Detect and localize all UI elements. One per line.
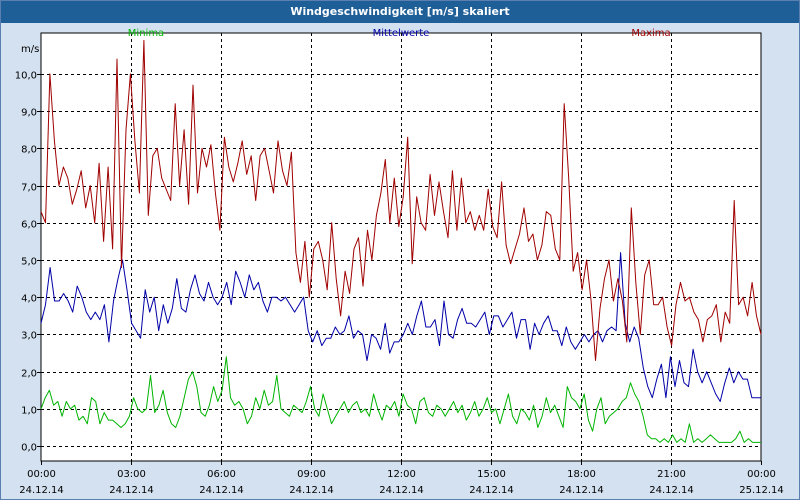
y-tick-label: 7,0 bbox=[21, 183, 37, 194]
x-tick-date-label: 25.12.14 bbox=[739, 485, 784, 496]
x-tick-label: 15:00 bbox=[477, 469, 506, 480]
y-tick-label: 5,0 bbox=[21, 257, 37, 268]
legend-label-maxima: Maxima bbox=[631, 28, 670, 39]
y-tick-label: 1,0 bbox=[21, 406, 37, 417]
x-tick-date-label: 24.12.14 bbox=[19, 485, 64, 496]
y-tick-label: 2,0 bbox=[21, 369, 37, 380]
series-line-maxima bbox=[40, 39, 762, 361]
x-tick-label: 03:00 bbox=[117, 469, 146, 480]
y-tick-label: 9,0 bbox=[21, 108, 37, 119]
legend-label-mittelwerte: Mittelwerte bbox=[373, 28, 430, 39]
chart-title: Windgeschwindigkeit [m/s] skaliert bbox=[1, 1, 799, 23]
line-chart: 0,0 1,0 2,0 3,0 4,0 5,0 6,0 7,0 8,0 9,0 10,0 m/s 00:… bbox=[15, 28, 784, 496]
y-tick-label: 6,0 bbox=[21, 220, 37, 231]
x-tick-date-label: 24.12.14 bbox=[199, 485, 244, 496]
x-tick-label: 06:00 bbox=[207, 469, 236, 480]
y-axis-label: m/s bbox=[21, 44, 39, 55]
y-tick-label: 0,0 bbox=[21, 443, 37, 454]
x-tick-label: 09:00 bbox=[297, 469, 326, 480]
x-tick-label: 12:00 bbox=[387, 469, 416, 480]
x-tick-label: 21:00 bbox=[657, 469, 686, 480]
series-line-mittelwerte bbox=[40, 252, 761, 402]
x-tick-date-label: 24.12.14 bbox=[379, 485, 424, 496]
legend-label-minima: Minima bbox=[128, 28, 164, 39]
y-tick-label: 8,0 bbox=[21, 145, 37, 156]
x-tick-date-label: 24.12.14 bbox=[649, 485, 694, 496]
x-tick-label: 18:00 bbox=[567, 469, 596, 480]
x-tick-date-label: 24.12.14 bbox=[109, 485, 154, 496]
x-tick-date-label: 24.12.14 bbox=[469, 485, 514, 496]
y-tick-label: 4,0 bbox=[21, 294, 37, 305]
y-tick-label: 3,0 bbox=[21, 331, 37, 342]
x-tick-date-label: 24.12.14 bbox=[559, 485, 604, 496]
y-tick-label: 10,0 bbox=[15, 71, 37, 82]
x-tick-label: 00:00 bbox=[27, 469, 56, 480]
x-tick-date-label: 24.12.14 bbox=[289, 485, 334, 496]
x-tick-label: 00:00 bbox=[747, 469, 776, 480]
series-line-minima bbox=[40, 356, 761, 443]
